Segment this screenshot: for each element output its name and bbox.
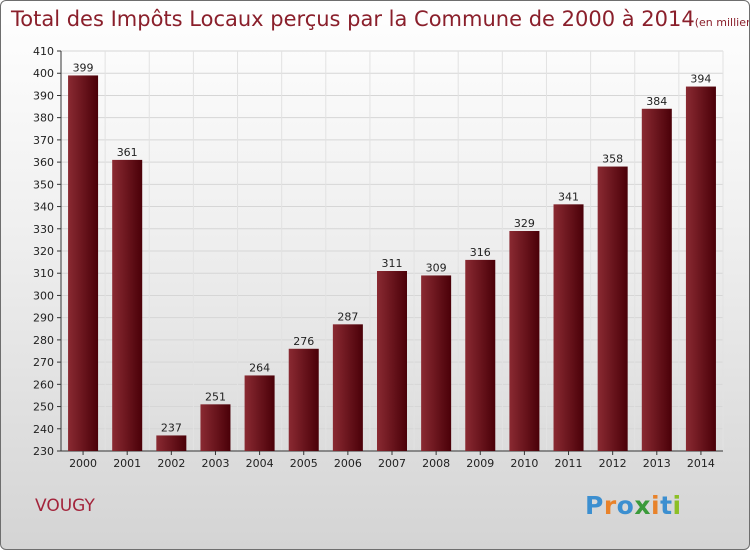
x-tick-label: 2003 bbox=[201, 457, 229, 470]
bar bbox=[244, 375, 275, 451]
x-tick-label: 2004 bbox=[246, 457, 274, 470]
x-tick-label: 2012 bbox=[599, 457, 627, 470]
y-tick-label: 380 bbox=[33, 112, 54, 125]
bar-value-label: 287 bbox=[337, 310, 358, 323]
bar bbox=[112, 159, 143, 451]
x-tick-label: 2001 bbox=[113, 457, 141, 470]
y-tick-label: 350 bbox=[33, 178, 54, 191]
bar-value-label: 237 bbox=[161, 421, 182, 434]
y-tick-label: 250 bbox=[33, 401, 54, 414]
y-tick-label: 370 bbox=[33, 134, 54, 147]
y-tick-label: 300 bbox=[33, 289, 54, 302]
y-tick-label: 360 bbox=[33, 156, 54, 169]
chart-title-text: Total des Impôts Locaux perçus par la Co… bbox=[11, 7, 695, 31]
x-tick-label: 2010 bbox=[510, 457, 538, 470]
bar-value-label: 358 bbox=[602, 153, 623, 166]
x-tick-label: 2007 bbox=[378, 457, 406, 470]
y-tick-label: 410 bbox=[33, 45, 54, 58]
bar bbox=[200, 404, 231, 451]
y-tick-label: 310 bbox=[33, 267, 54, 280]
bar bbox=[68, 75, 99, 451]
bar bbox=[597, 166, 628, 452]
x-tick-label: 2000 bbox=[69, 457, 97, 470]
bar-value-label: 384 bbox=[646, 95, 667, 108]
y-tick-label: 320 bbox=[33, 245, 54, 258]
bar bbox=[553, 204, 584, 451]
chart-title: Total des Impôts Locaux perçus par la Co… bbox=[11, 7, 749, 31]
bar bbox=[376, 271, 408, 451]
commune-name: VOUGY bbox=[35, 496, 95, 516]
y-tick-label: 270 bbox=[33, 356, 54, 369]
bar bbox=[421, 275, 452, 451]
logo-letter: P bbox=[585, 491, 604, 520]
bar-value-label: 309 bbox=[426, 261, 447, 274]
bar bbox=[332, 324, 363, 451]
y-tick-label: 330 bbox=[33, 223, 54, 236]
y-tick-label: 340 bbox=[33, 201, 54, 214]
logo-letter: o bbox=[616, 491, 635, 520]
x-tick-label: 2011 bbox=[555, 457, 583, 470]
bar-value-label: 251 bbox=[205, 390, 226, 403]
bars bbox=[68, 75, 716, 452]
bar-value-label: 341 bbox=[558, 190, 579, 203]
y-tick-label: 230 bbox=[33, 445, 54, 458]
x-tick-label: 2006 bbox=[334, 457, 362, 470]
logo-letter: i bbox=[672, 491, 682, 520]
x-tick-label: 2008 bbox=[422, 457, 450, 470]
bar-value-label: 276 bbox=[293, 335, 314, 348]
bar-value-label: 316 bbox=[470, 246, 491, 259]
bar-value-label: 361 bbox=[117, 146, 138, 159]
bar bbox=[465, 259, 496, 451]
logo-letter: t bbox=[660, 491, 673, 520]
value-labels: 399 361 237 251 264 276 287 311 309 316 329 341 358 3… bbox=[73, 61, 712, 434]
y-tick-label: 260 bbox=[33, 378, 54, 391]
logo-letter: x bbox=[634, 491, 651, 520]
x-tick-label: 2014 bbox=[687, 457, 715, 470]
bar-value-label: 399 bbox=[73, 61, 94, 74]
bar-value-label: 311 bbox=[382, 257, 403, 270]
x-tick-label: 2002 bbox=[157, 457, 185, 470]
bar bbox=[156, 435, 187, 451]
x-tick-label: 2013 bbox=[643, 457, 671, 470]
logo-letter: i bbox=[651, 491, 661, 520]
y-tick-label: 290 bbox=[33, 312, 54, 325]
x-tick-label: 2005 bbox=[290, 457, 318, 470]
bar-value-label: 329 bbox=[514, 217, 535, 230]
bar bbox=[509, 231, 540, 451]
bar bbox=[288, 348, 319, 451]
y-tick-label: 390 bbox=[33, 89, 54, 102]
bar-value-label: 394 bbox=[690, 73, 711, 86]
bar-value-label: 264 bbox=[249, 361, 270, 374]
chart-title-unit: (en milliers d'€) bbox=[694, 16, 749, 29]
proxiti-logo: Proxiti bbox=[585, 491, 682, 520]
x-tick-label: 2009 bbox=[466, 457, 494, 470]
bar bbox=[685, 86, 716, 452]
y-tick-label: 280 bbox=[33, 334, 54, 347]
logo-letter: r bbox=[603, 491, 617, 520]
y-tick-label: 240 bbox=[33, 423, 54, 436]
y-tick-label: 400 bbox=[33, 67, 54, 80]
bar bbox=[641, 108, 672, 452]
